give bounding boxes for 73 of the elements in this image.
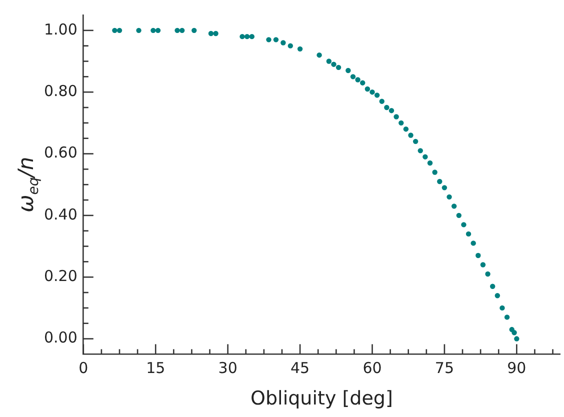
point [355,77,360,82]
point [116,28,122,34]
point [374,92,380,98]
point [500,305,505,311]
point [360,80,366,86]
point [466,231,472,237]
point [174,28,180,34]
point [504,314,510,320]
point [136,28,142,34]
x-tick-label: 90 [507,359,526,378]
point [403,126,409,132]
y-tick-label: 0.40 [44,205,78,224]
point [427,160,433,166]
y-tick-label: 0.80 [44,82,78,100]
point [370,89,375,95]
point [213,30,218,36]
y-tick-label: 0.60 [44,144,78,162]
point [331,62,336,67]
point [379,98,384,104]
point [112,28,118,34]
point [155,28,161,34]
point [485,271,490,277]
point [494,293,500,298]
y-tick-label: 0.20 [44,267,78,285]
x-tick-label: 0 [78,359,88,378]
point [266,37,272,42]
point [240,34,245,40]
x-tick-label: 30 [218,359,238,378]
point [442,185,448,190]
point [384,104,390,110]
point [350,74,356,80]
point [192,28,197,34]
point [456,212,462,218]
point [150,28,156,34]
x-axis-title: Obliquity [deg] [250,388,393,410]
point [512,330,517,336]
point [280,40,286,46]
point [470,240,476,246]
point [273,37,279,42]
point [336,64,342,70]
point [244,34,250,40]
point [316,52,322,58]
point [476,252,481,258]
y-tick-label: 1.00 [44,20,78,38]
point [398,120,404,126]
point [364,86,370,92]
point [346,68,351,74]
point [461,222,466,228]
point [388,108,394,114]
x-tick-label: 75 [434,359,454,378]
point [179,28,185,34]
point [297,46,303,52]
x-tick-label: 15 [146,359,166,378]
point [422,154,428,160]
point [451,204,457,209]
point [480,262,486,268]
y-tick-label: 0.00 [44,328,78,347]
point [514,336,520,342]
point [418,148,423,154]
x-tick-label: 45 [290,359,310,378]
point [288,43,294,48]
point [432,170,438,175]
point [394,114,399,120]
x-tick-label: 60 [362,359,382,378]
point [490,284,496,289]
point [408,132,414,138]
y-axis-title: ωeq/n [14,156,42,212]
point [326,58,332,64]
point [412,138,418,144]
point [249,34,254,40]
point [208,30,214,36]
point [437,178,442,184]
point [446,194,452,200]
